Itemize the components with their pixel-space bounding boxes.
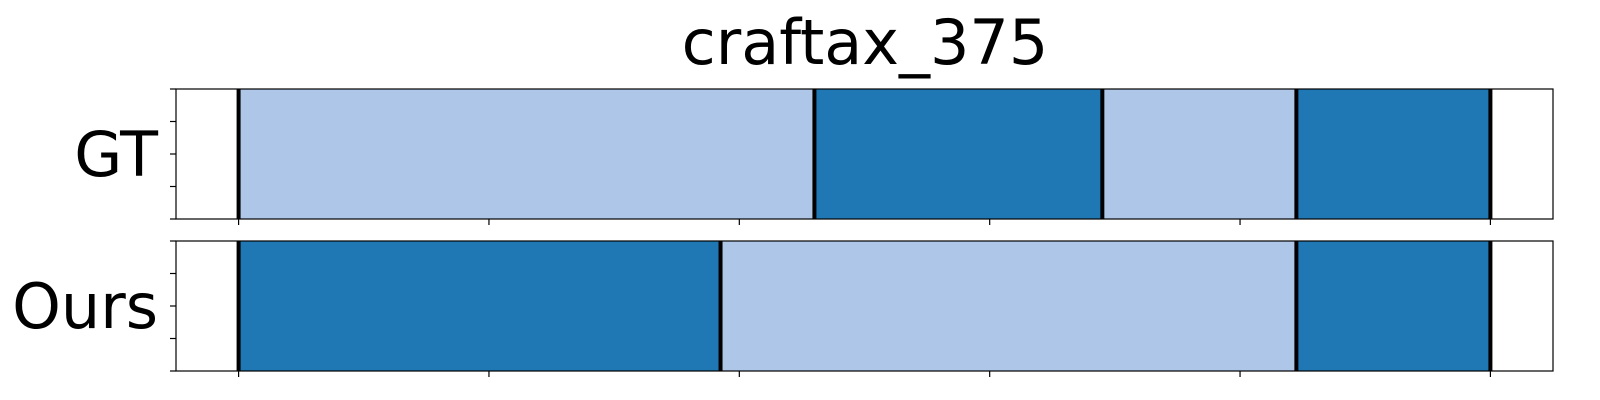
row-ours: Ours	[12, 240, 1554, 377]
row-gt: GT	[74, 88, 1554, 225]
row-label: Ours	[12, 270, 158, 343]
segment-dark	[1296, 241, 1491, 371]
chart-title: craftax_375	[682, 6, 1049, 79]
segment-light	[238, 89, 815, 219]
rows-layer: GT Ours	[12, 88, 1554, 377]
row-label: GT	[74, 118, 159, 191]
segment-dark	[238, 241, 721, 371]
segment-dark	[814, 89, 1103, 219]
segment-dark	[1296, 89, 1491, 219]
segment-light	[720, 241, 1297, 371]
segment-light	[1102, 89, 1297, 219]
